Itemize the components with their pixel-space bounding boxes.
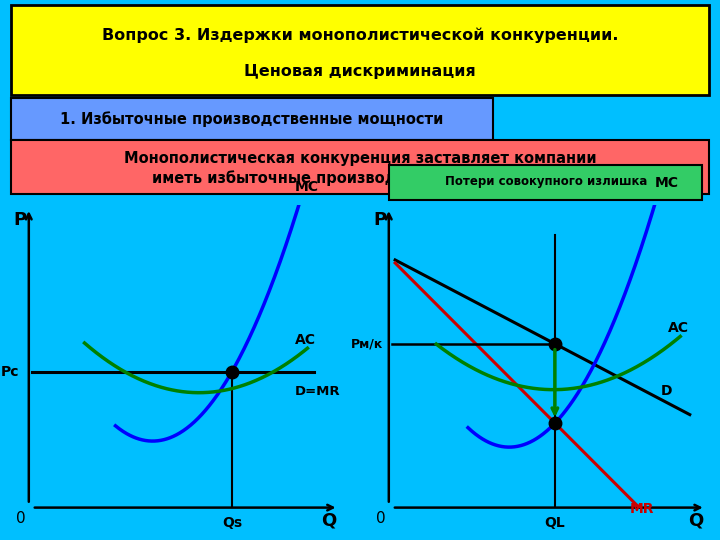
FancyBboxPatch shape — [11, 140, 709, 194]
FancyBboxPatch shape — [11, 5, 709, 94]
Text: AC: AC — [667, 321, 688, 335]
Text: Q: Q — [322, 512, 337, 530]
Text: P: P — [14, 211, 27, 230]
Text: D=MR: D=MR — [295, 384, 341, 397]
Text: 0: 0 — [376, 511, 386, 526]
Text: AC: AC — [295, 333, 316, 347]
Text: D: D — [661, 384, 672, 398]
Text: Ценовая дискриминация: Ценовая дискриминация — [244, 64, 476, 79]
FancyBboxPatch shape — [389, 165, 702, 200]
Text: 1. Избыточные производственные мощности: 1. Избыточные производственные мощности — [60, 111, 444, 127]
Text: Вопрос 3. Издержки монополистической конкуренции.: Вопрос 3. Издержки монополистической кон… — [102, 28, 618, 43]
Text: иметь избыточные производственные мощности: иметь избыточные производственные мощнос… — [152, 170, 568, 186]
Text: Pc: Pc — [1, 364, 19, 379]
FancyBboxPatch shape — [11, 98, 493, 140]
Text: MC: MC — [295, 180, 319, 194]
Text: MR: MR — [629, 502, 654, 516]
Text: Монополистическая конкуренция заставляет компании: Монополистическая конкуренция заставляет… — [124, 151, 596, 166]
Text: QL: QL — [544, 516, 565, 530]
Text: 0: 0 — [17, 511, 26, 526]
Text: Qs: Qs — [222, 516, 243, 530]
Text: MC: MC — [655, 176, 679, 190]
Text: Q: Q — [688, 512, 703, 530]
Text: P: P — [373, 211, 386, 230]
Text: Потери совокупного излишка: Потери совокупного излишка — [444, 176, 647, 188]
Text: Рм/к: Рм/к — [351, 338, 383, 350]
